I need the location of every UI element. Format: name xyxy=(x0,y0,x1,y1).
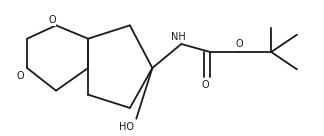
Text: O: O xyxy=(235,39,243,49)
Text: O: O xyxy=(48,15,56,25)
Text: HO: HO xyxy=(119,122,134,132)
Text: NH: NH xyxy=(171,32,186,42)
Text: O: O xyxy=(202,80,210,90)
Text: O: O xyxy=(16,71,24,81)
